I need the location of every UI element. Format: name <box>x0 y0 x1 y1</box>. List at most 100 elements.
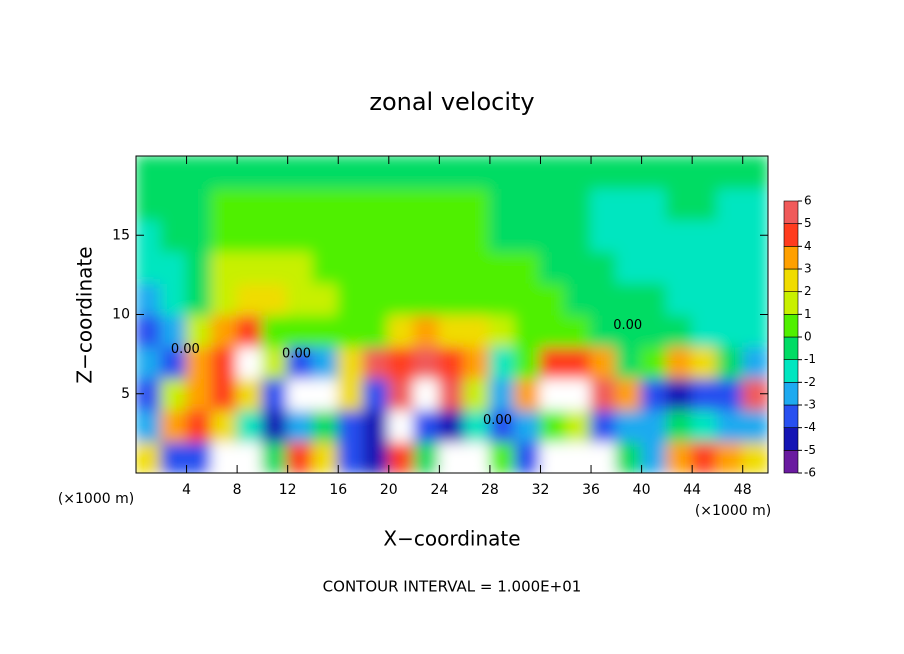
heat-cell <box>236 313 264 348</box>
colorbar-band <box>783 359 799 383</box>
heat-cell <box>286 218 314 253</box>
heat-cell <box>413 313 441 348</box>
heat-cell <box>286 250 314 284</box>
heat-cell <box>337 250 365 284</box>
heat-cell <box>387 440 416 473</box>
heat-cell <box>438 440 466 473</box>
heat-cell <box>665 376 694 411</box>
heat-cell <box>337 345 365 379</box>
colorbar-label: -4 <box>804 420 816 434</box>
heat-cell <box>615 408 643 443</box>
heat-cell <box>463 408 491 443</box>
heat-cell <box>590 376 618 411</box>
x-tick-label: 12 <box>279 482 297 498</box>
heat-cell <box>185 408 213 443</box>
heat-cell <box>438 218 466 253</box>
heat-cell <box>691 186 719 221</box>
heat-cell <box>741 408 768 443</box>
heat-cell <box>261 156 289 189</box>
heat-cell <box>362 408 390 443</box>
heat-cell <box>185 250 213 284</box>
heat-cell <box>691 313 719 348</box>
heatmap <box>136 156 768 473</box>
heat-cell <box>210 313 239 348</box>
colorbar-label: 6 <box>804 194 812 208</box>
colorbar-band <box>783 291 799 315</box>
colorbar-label: -5 <box>804 443 816 457</box>
heat-cell <box>640 218 668 253</box>
heat-cell <box>640 376 668 411</box>
heat-cell <box>514 376 542 411</box>
heat-cell <box>665 408 694 443</box>
heat-cell <box>286 345 314 379</box>
heat-cell <box>210 376 239 411</box>
heat-cell <box>741 186 768 221</box>
heat-cell <box>691 250 719 284</box>
heat-cell <box>160 313 188 348</box>
heat-cell <box>438 250 466 284</box>
heat-cell <box>160 440 188 473</box>
heat-cell <box>691 345 719 379</box>
heat-cell <box>362 281 390 316</box>
heat-cell <box>488 313 517 348</box>
heat-cell <box>160 345 188 379</box>
heat-cell <box>236 156 264 189</box>
heat-cell <box>210 250 239 284</box>
heat-cell <box>539 281 567 316</box>
heat-cell <box>564 156 593 189</box>
x-tick-label: 20 <box>380 482 398 498</box>
heat-cell <box>640 313 668 348</box>
heat-cell <box>615 250 643 284</box>
heat-cell <box>136 313 163 348</box>
heat-cell <box>564 281 593 316</box>
heat-cell <box>514 440 542 473</box>
x-tick-label: 8 <box>233 482 242 498</box>
x-tick-label: 44 <box>683 482 701 498</box>
heat-cell <box>236 250 264 284</box>
heat-cell <box>564 218 593 253</box>
heat-cell <box>136 440 163 473</box>
heat-cell <box>716 313 744 348</box>
heat-cell <box>438 408 466 443</box>
heat-cell <box>261 250 289 284</box>
heat-cell <box>691 281 719 316</box>
colorbar-band <box>783 200 799 224</box>
heat-cell <box>337 408 365 443</box>
heat-cell <box>514 281 542 316</box>
heat-cell <box>387 408 416 443</box>
contour-label: 0.00 <box>613 318 642 333</box>
heat-cell <box>136 281 163 316</box>
heat-cell <box>387 376 416 411</box>
colorbar-band <box>783 382 799 406</box>
heat-cell <box>210 281 239 316</box>
heat-cell <box>286 156 314 189</box>
heatmap-cells <box>136 156 768 473</box>
heat-cell <box>615 186 643 221</box>
heat-cell <box>539 218 567 253</box>
heat-cell <box>311 408 340 443</box>
heat-cell <box>665 218 694 253</box>
heat-cell <box>463 218 491 253</box>
heat-cell <box>160 218 188 253</box>
heat-cell <box>590 156 618 189</box>
heat-cell <box>514 218 542 253</box>
heat-cell <box>488 408 517 443</box>
contour-label: 0.00 <box>171 342 200 357</box>
heat-cell <box>463 440 491 473</box>
heat-cell <box>514 313 542 348</box>
heat-cell <box>564 440 593 473</box>
colorbar-label: -1 <box>804 352 816 366</box>
heat-cell <box>236 218 264 253</box>
heat-cell <box>311 250 340 284</box>
heat-cell <box>463 345 491 379</box>
heat-cell <box>564 376 593 411</box>
heat-cell <box>716 440 744 473</box>
heat-cell <box>716 376 744 411</box>
heat-cell <box>741 281 768 316</box>
colorbar-label: 2 <box>804 284 812 298</box>
heat-cell <box>463 281 491 316</box>
heat-cell <box>640 281 668 316</box>
heat-cell <box>236 440 264 473</box>
heat-cell <box>463 313 491 348</box>
y-tick-label: 10 <box>112 307 130 323</box>
